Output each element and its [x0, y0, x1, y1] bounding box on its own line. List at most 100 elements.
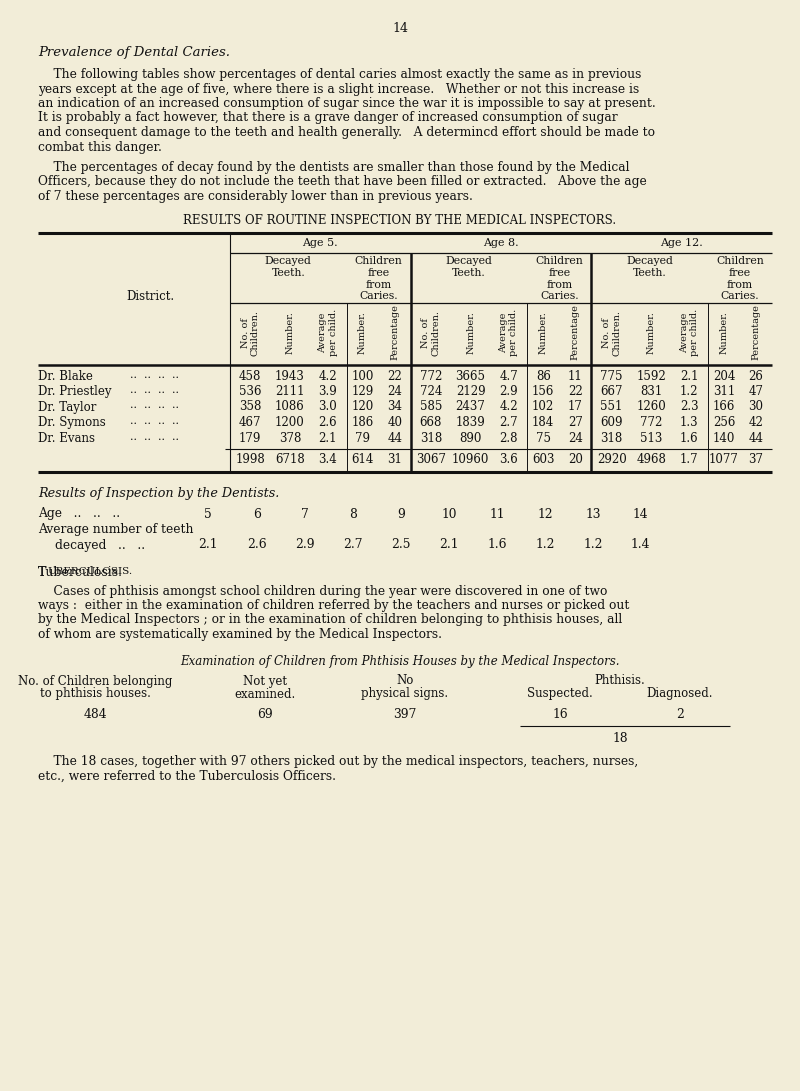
Text: Average
per child.: Average per child. — [318, 309, 338, 356]
Text: Children
free
from
Caries.: Children free from Caries. — [716, 256, 764, 301]
Text: 10: 10 — [442, 507, 457, 520]
Text: Percentage: Percentage — [751, 304, 761, 360]
Text: 4.7: 4.7 — [499, 370, 518, 383]
Text: ..  ..  ..  ..: .. .. .. .. — [130, 416, 179, 425]
Text: 2.9: 2.9 — [499, 385, 518, 398]
Text: 40: 40 — [387, 416, 402, 429]
Text: The following tables show percentages of dental caries almost exactly the same a: The following tables show percentages of… — [38, 68, 642, 81]
Text: 3.0: 3.0 — [318, 400, 338, 413]
Text: Percentage: Percentage — [570, 304, 580, 360]
Text: 1086: 1086 — [275, 400, 305, 413]
Text: 3067: 3067 — [416, 453, 446, 466]
Text: 6: 6 — [253, 507, 261, 520]
Text: 16: 16 — [552, 708, 568, 721]
Text: 2.9: 2.9 — [295, 539, 315, 551]
Text: 22: 22 — [387, 370, 402, 383]
Text: 256: 256 — [713, 416, 735, 429]
Text: ..  ..  ..  ..: .. .. .. .. — [130, 385, 179, 395]
Text: 775: 775 — [600, 370, 623, 383]
Text: Examination of Children from Phthisis Houses by the Medical Inspectors.: Examination of Children from Phthisis Ho… — [180, 655, 620, 668]
Text: 1943: 1943 — [275, 370, 305, 383]
Text: 166: 166 — [713, 400, 735, 413]
Text: 609: 609 — [600, 416, 623, 429]
Text: Number.: Number. — [286, 311, 294, 353]
Text: 17: 17 — [568, 400, 582, 413]
Text: Children
free
from
Caries.: Children free from Caries. — [535, 256, 583, 301]
Text: 140: 140 — [713, 432, 735, 444]
Text: 12: 12 — [537, 507, 553, 520]
Text: 6718: 6718 — [275, 453, 305, 466]
Text: Officers, because they do not include the teeth that have been filled or extract: Officers, because they do not include th… — [38, 176, 646, 189]
Text: 186: 186 — [351, 416, 374, 429]
Text: 30: 30 — [749, 400, 763, 413]
Text: Decayed
Teeth.: Decayed Teeth. — [446, 256, 492, 278]
Text: UBERCULOSIS.: UBERCULOSIS. — [47, 566, 132, 575]
Text: 614: 614 — [351, 453, 374, 466]
Text: Cases of phthisis amongst school children during the year were discovered in one: Cases of phthisis amongst school childre… — [38, 585, 607, 598]
Text: years except at the age of five, where there is a slight increase.   Whether or : years except at the age of five, where t… — [38, 83, 639, 96]
Text: 1077: 1077 — [709, 453, 739, 466]
Text: 11: 11 — [568, 370, 582, 383]
Text: 4968: 4968 — [636, 453, 666, 466]
Text: 26: 26 — [749, 370, 763, 383]
Text: Prevalence of Dental Caries.: Prevalence of Dental Caries. — [38, 46, 230, 59]
Text: Average
per child.: Average per child. — [679, 309, 699, 356]
Text: 536: 536 — [239, 385, 262, 398]
Text: physical signs.: physical signs. — [362, 687, 449, 700]
Text: Age   ..   ..   ..: Age .. .. .. — [38, 507, 120, 520]
Text: Average
per child.: Average per child. — [499, 309, 518, 356]
Text: 1.6: 1.6 — [487, 539, 506, 551]
Text: 3.6: 3.6 — [499, 453, 518, 466]
Text: 1592: 1592 — [636, 370, 666, 383]
Text: 34: 34 — [387, 400, 402, 413]
Text: 31: 31 — [387, 453, 402, 466]
Text: Dr. Evans: Dr. Evans — [38, 432, 95, 444]
Text: Age 5.: Age 5. — [302, 238, 338, 248]
Text: 1.2: 1.2 — [535, 539, 554, 551]
Text: 27: 27 — [568, 416, 582, 429]
Text: 44: 44 — [387, 432, 402, 444]
Text: 8: 8 — [349, 507, 357, 520]
Text: 2.1: 2.1 — [198, 539, 218, 551]
Text: 1998: 1998 — [235, 453, 265, 466]
Text: Percentage: Percentage — [390, 304, 399, 360]
Text: 1200: 1200 — [275, 416, 305, 429]
Text: Results of Inspection by the Dentists.: Results of Inspection by the Dentists. — [38, 488, 279, 501]
Text: to phthisis houses.: to phthisis houses. — [39, 687, 150, 700]
Text: 1.4: 1.4 — [630, 539, 650, 551]
Text: 14: 14 — [392, 22, 408, 35]
Text: Decayed
Teeth.: Decayed Teeth. — [626, 256, 673, 278]
Text: by the Medical Inspectors ; or in the examination of children belonging to phthi: by the Medical Inspectors ; or in the ex… — [38, 613, 622, 626]
Text: Average number of teeth: Average number of teeth — [38, 524, 194, 537]
Text: 179: 179 — [239, 432, 262, 444]
Text: Age 8.: Age 8. — [483, 238, 519, 248]
Text: 14: 14 — [632, 507, 648, 520]
Text: 2.7: 2.7 — [343, 539, 362, 551]
Text: ..  ..  ..  ..: .. .. .. .. — [130, 432, 179, 442]
Text: 86: 86 — [536, 370, 550, 383]
Text: 129: 129 — [351, 385, 374, 398]
Text: District.: District. — [126, 289, 174, 302]
Text: RESULTS OF ROUTINE INSPECTION BY THE MEDICAL INSPECTORS.: RESULTS OF ROUTINE INSPECTION BY THE MED… — [183, 215, 617, 228]
Text: Dr. Blake: Dr. Blake — [38, 370, 93, 383]
Text: 772: 772 — [420, 370, 442, 383]
Text: ..  ..  ..  ..: .. .. .. .. — [130, 400, 179, 410]
Text: etc., were referred to the Tuberculosis Officers.: etc., were referred to the Tuberculosis … — [38, 770, 336, 783]
Text: 184: 184 — [532, 416, 554, 429]
Text: 668: 668 — [420, 416, 442, 429]
Text: Children
free
from
Caries.: Children free from Caries. — [354, 256, 402, 301]
Text: 100: 100 — [351, 370, 374, 383]
Text: 513: 513 — [640, 432, 662, 444]
Text: 18: 18 — [612, 731, 628, 744]
Text: Number.: Number. — [538, 311, 548, 353]
Text: 2920: 2920 — [597, 453, 626, 466]
Text: 378: 378 — [278, 432, 301, 444]
Text: 7: 7 — [301, 507, 309, 520]
Text: 1.6: 1.6 — [680, 432, 698, 444]
Text: 44: 44 — [749, 432, 763, 444]
Text: 1.3: 1.3 — [680, 416, 698, 429]
Text: 2.1: 2.1 — [439, 539, 458, 551]
Text: ..  ..  ..  ..: .. .. .. .. — [130, 370, 179, 380]
Text: 1839: 1839 — [456, 416, 486, 429]
Text: ways :  either in the examination of children referred by the teachers and nurse: ways : either in the examination of chil… — [38, 599, 630, 612]
